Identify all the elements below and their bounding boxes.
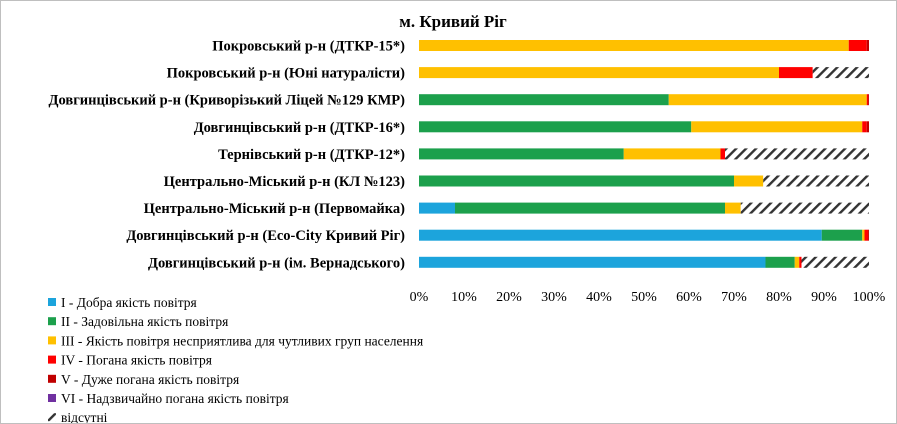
bar-segment xyxy=(821,229,863,241)
bar-segment xyxy=(419,94,669,106)
bar-segment xyxy=(848,40,867,51)
category-label: Покровський р-н (ДТКР-15*) xyxy=(212,39,405,55)
x-tick-label: 80% xyxy=(766,290,792,305)
bar-segment xyxy=(862,121,867,133)
bar-segment xyxy=(812,67,869,79)
x-tick-label: 0% xyxy=(410,290,429,305)
bar-segment xyxy=(455,202,725,214)
bar-segment xyxy=(419,175,734,187)
category-label: Довгинцівський р-н (Eco-City Кривий Ріг) xyxy=(126,228,405,244)
legend-swatch xyxy=(48,394,56,402)
bar-segment xyxy=(794,256,800,268)
bar-segment xyxy=(419,256,766,268)
bar-segment xyxy=(419,67,779,79)
legend-label: IV - Погана якість повітря xyxy=(61,353,212,368)
bar-segment xyxy=(419,202,455,214)
category-labels: Покровський р-н (ДТКР-15*) Покровський р-… xyxy=(49,39,406,272)
bar-segment xyxy=(799,256,802,268)
legend-label: VI - Надзвичайно погана якість повітря xyxy=(61,391,289,406)
bar-segment xyxy=(868,229,869,241)
category-label: Довгинцівський р-н (ім. Вернадського) xyxy=(148,255,405,271)
x-tick-label: 60% xyxy=(676,290,702,305)
bar-segment xyxy=(862,229,865,241)
category-label: Тернівський р-н (ДТКР-12*) xyxy=(218,147,405,163)
category-label: Довгинцівський р-н (ДТКР-16*) xyxy=(194,120,405,136)
bar-segment xyxy=(419,148,624,160)
bars-group xyxy=(419,40,869,268)
bar-segment xyxy=(691,121,863,133)
legend-label: II - Задовільна якість повітря xyxy=(61,314,228,329)
bar-segment xyxy=(740,202,869,214)
bar-segment xyxy=(419,40,849,51)
legend-swatch xyxy=(48,413,56,422)
category-label: Довгинцівський р-н (Криворізький Ліцей №… xyxy=(49,93,406,109)
legend-label: III - Якість повітря несприятлива для чу… xyxy=(61,333,423,348)
bar-segment xyxy=(864,229,869,241)
bar-segment xyxy=(720,148,725,160)
bar-segment xyxy=(668,94,867,106)
category-label: Покровський р-н (Юні натуралісти) xyxy=(167,66,406,82)
x-axis-ticks: 0% 10% 20% 30% 40% 50% 60% 70% 80% 90% 100% xyxy=(410,290,886,305)
bar-segment xyxy=(765,256,795,268)
legend-label: I - Добра якість повітря xyxy=(61,295,197,310)
legend-swatch xyxy=(48,317,56,326)
bar-segment xyxy=(725,202,741,214)
legend-swatch xyxy=(48,298,56,306)
bar-segment xyxy=(734,175,764,187)
bar-segment xyxy=(419,229,822,241)
x-tick-label: 10% xyxy=(451,290,477,305)
x-tick-label: 70% xyxy=(721,290,747,305)
bar-segment xyxy=(419,121,692,133)
legend-label: V - Дуже погана якість повітря xyxy=(61,372,239,387)
bar-segment xyxy=(866,94,869,106)
legend: I - Добра якість повітря II - Задовільна … xyxy=(48,295,423,423)
x-tick-label: 20% xyxy=(496,290,522,305)
bar-segment xyxy=(623,148,721,160)
bar-segment xyxy=(763,175,869,187)
legend-label: відсутні xyxy=(61,410,108,423)
bar-segment xyxy=(866,121,869,133)
x-tick-label: 100% xyxy=(853,290,886,305)
category-label: Центрально-Міський р-н (Первомайка) xyxy=(144,201,406,217)
bar-segment xyxy=(725,148,869,160)
bar-segment xyxy=(779,67,813,79)
legend-swatch xyxy=(48,374,56,383)
bar-segment xyxy=(866,40,869,51)
bar-segment xyxy=(801,256,869,268)
x-tick-label: 90% xyxy=(811,290,837,305)
bar-segment xyxy=(868,94,869,106)
x-tick-label: 50% xyxy=(631,290,657,305)
legend-swatch xyxy=(48,336,56,345)
x-tick-label: 30% xyxy=(541,290,567,305)
category-label: Центрально-Міський р-н (КЛ №123) xyxy=(164,174,406,190)
legend-swatch xyxy=(48,355,56,364)
x-tick-label: 40% xyxy=(586,290,612,305)
chart-title: м. Кривий Ріг xyxy=(399,12,507,31)
